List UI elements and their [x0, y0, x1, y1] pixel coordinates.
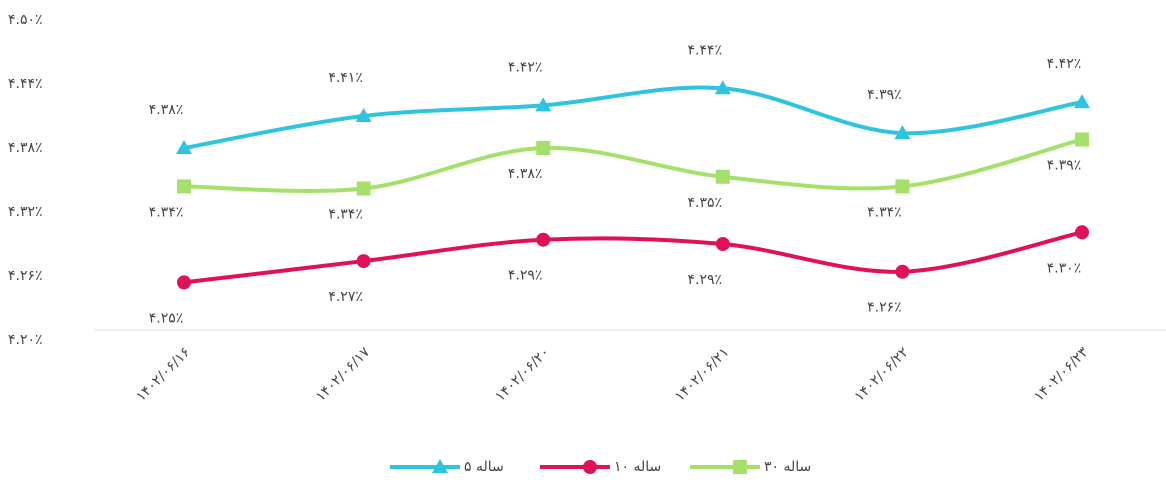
data-label: ۴.۴۱٪: [328, 70, 363, 86]
data-label: ۴.۳۸٪: [149, 102, 184, 118]
data-point: [176, 140, 192, 154]
data-label: ۴.۳۵٪: [688, 195, 723, 211]
legend-label: ۱۰ ساله: [614, 459, 661, 475]
x-tick-label: ۱۴۰۲/۰۶/۱۶: [133, 344, 194, 405]
y-tick-label: ۴.۲۶٪: [8, 268, 43, 284]
data-label: ۴.۲۹٪: [508, 268, 543, 284]
data-point: [715, 169, 730, 184]
data-point: [894, 125, 911, 140]
data-label: ۴.۴۲٪: [1047, 56, 1082, 72]
data-label: ۴.۳۴٪: [867, 204, 902, 220]
data-label: ۴.۳۸٪: [508, 166, 543, 182]
data-label: ۴.۳۴٪: [328, 207, 363, 223]
y-tick-label: ۴.۴۴٪: [8, 76, 43, 92]
series-line: [183, 85, 1083, 150]
data-label: ۴.۴۲٪: [508, 59, 543, 75]
data-point: [895, 264, 910, 279]
data-label: ۴.۳۰٪: [1047, 260, 1082, 276]
data-point: [895, 179, 910, 194]
y-tick-label: ۴.۳۲٪: [8, 204, 43, 220]
data-point: [1075, 132, 1089, 147]
data-label: ۴.۳۴٪: [149, 204, 184, 220]
data-point: [714, 80, 731, 95]
data-label: ۴.۲۹٪: [688, 272, 723, 288]
data-point: [356, 254, 371, 269]
data-label: ۴.۳۹٪: [1047, 157, 1082, 173]
x-tick-label: ۱۴۰۲/۰۶/۲۱: [672, 344, 733, 405]
x-tick-label: ۱۴۰۲/۰۶/۲۳: [1031, 344, 1092, 405]
data-point: [356, 181, 371, 196]
legend-marker: [432, 459, 448, 473]
data-point: [1075, 225, 1089, 240]
x-tick-label: ۱۴۰۲/۰۶/۲۰: [492, 344, 553, 405]
data-point: [536, 232, 551, 247]
data-point: [715, 237, 730, 251]
data-label: ۴.۲۵٪: [149, 310, 184, 326]
data-point: [355, 108, 372, 122]
data-point: [535, 97, 552, 112]
data-label: ۴.۲۷٪: [328, 289, 363, 305]
data-point: [1074, 94, 1090, 109]
series-line: [183, 137, 1083, 193]
x-tick-label: ۱۴۰۲/۰۶/۲۲: [852, 344, 913, 405]
legend-marker: [733, 460, 747, 474]
data-label: ۴.۴۴٪: [688, 42, 723, 58]
data-point: [536, 141, 551, 155]
series-line: [183, 230, 1083, 285]
data-point: [177, 275, 191, 290]
data-point: [177, 179, 191, 194]
legend-label: ۵ ساله: [464, 459, 504, 475]
data-label: ۴.۳۹٪: [867, 87, 902, 103]
y-tick-label: ۴.۲۰٪: [8, 332, 43, 348]
y-tick-label: ۴.۵۰٪: [8, 12, 43, 28]
legend-marker: [583, 460, 597, 474]
data-label: ۴.۲۶٪: [867, 300, 902, 316]
legend-label: ۳۰ ساله: [764, 459, 811, 475]
y-tick-label: ۴.۳۸٪: [8, 140, 43, 156]
x-tick-label: ۱۴۰۲/۰۶/۱۷: [313, 344, 374, 405]
